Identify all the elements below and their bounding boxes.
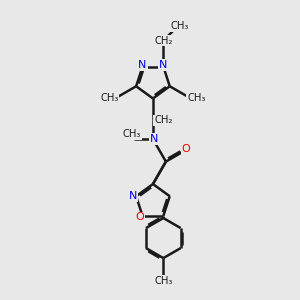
Text: CH₂: CH₂ [154,36,172,46]
Text: N: N [129,191,137,201]
Text: O: O [136,212,145,223]
Text: CH₃: CH₃ [170,21,189,31]
Text: O: O [182,144,190,154]
Text: N: N [138,60,147,70]
Text: CH₃: CH₃ [187,93,206,103]
Text: N: N [159,60,167,70]
Text: CH₂: CH₂ [154,116,172,125]
Text: CH₃: CH₃ [123,129,141,139]
Text: CH₃: CH₃ [100,93,118,103]
Text: N: N [150,134,159,144]
Text: CH₃: CH₃ [154,276,172,286]
